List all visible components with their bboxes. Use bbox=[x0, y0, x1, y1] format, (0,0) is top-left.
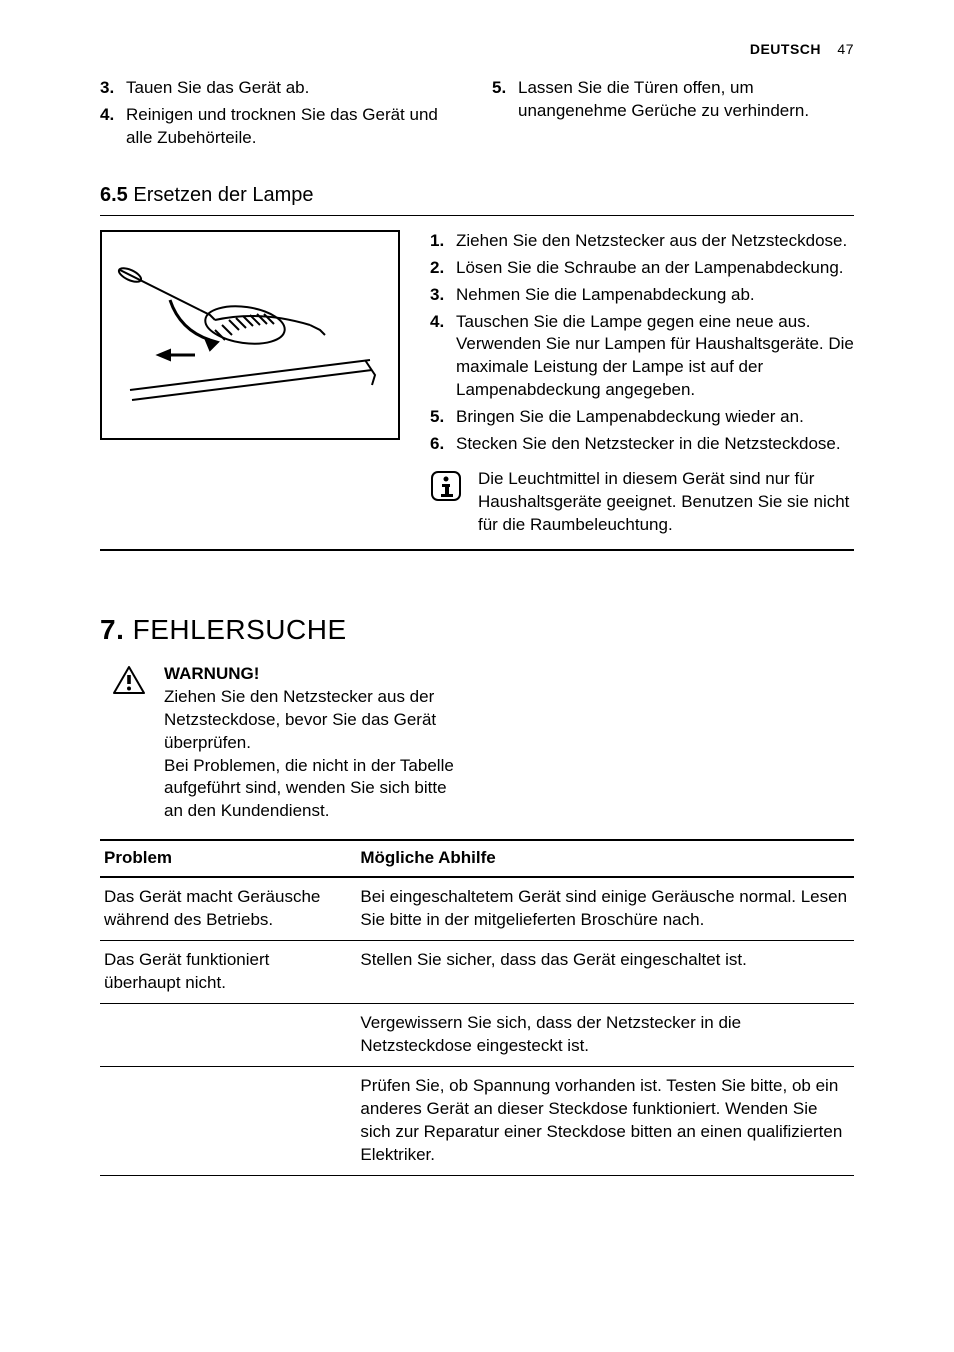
list-item-text: Tauen Sie das Gerät ab. bbox=[126, 77, 462, 100]
lamp-section: 1.Ziehen Sie den Netzstecker aus der Net… bbox=[100, 230, 854, 537]
subsection-number: 6.5 bbox=[100, 184, 128, 206]
info-icon bbox=[430, 470, 462, 502]
troubleshoot-table: Problem Mögliche Abhilfe Das Gerät macht… bbox=[100, 839, 854, 1175]
top-steps-columns: 3.Tauen Sie das Gerät ab.4.Reinigen und … bbox=[100, 77, 854, 154]
list-item-number: 4. bbox=[100, 104, 126, 150]
header-language: DEUTSCH bbox=[750, 41, 821, 57]
list-item: 3.Nehmen Sie die Lampenabdeckung ab. bbox=[430, 284, 854, 307]
list-item-number: 5. bbox=[430, 406, 456, 429]
lamp-illustration bbox=[100, 230, 400, 440]
list-item-number: 5. bbox=[492, 77, 518, 123]
list-item: 5.Lassen Sie die Türen offen, um unangen… bbox=[492, 77, 854, 123]
chapter-number: 7. bbox=[100, 614, 124, 645]
table-cell bbox=[100, 1004, 356, 1067]
table-header-problem: Problem bbox=[100, 840, 356, 877]
chapter-title: FEHLERSUCHE bbox=[133, 614, 347, 645]
table-cell: Bei eingeschaltetem Gerät sind einige Ge… bbox=[356, 877, 854, 940]
info-note-box: Die Leuchtmittel in diesem Gerät sind nu… bbox=[430, 468, 854, 537]
warning-title: WARNUNG! bbox=[164, 663, 464, 686]
list-item-text: Nehmen Sie die Lampenabdeckung ab. bbox=[456, 284, 854, 307]
list-item-text: Stecken Sie den Netzstecker in die Netzs… bbox=[456, 433, 854, 456]
list-item-text: Ziehen Sie den Netzstecker aus der Netzs… bbox=[456, 230, 854, 253]
list-item: 5.Bringen Sie die Lampenabdeckung wieder… bbox=[430, 406, 854, 429]
list-item-number: 4. bbox=[430, 311, 456, 403]
table-row: Das Gerät funktioniert überhaupt nicht.S… bbox=[100, 941, 854, 1004]
table-cell: Prüfen Sie, ob Spannung vorhanden ist. T… bbox=[356, 1066, 854, 1175]
list-item-text: Bringen Sie die Lampenabdeckung wieder a… bbox=[456, 406, 854, 429]
list-item: 3.Tauen Sie das Gerät ab. bbox=[100, 77, 462, 100]
table-header-solution: Mögliche Abhilfe bbox=[356, 840, 854, 877]
list-item-number: 3. bbox=[100, 77, 126, 100]
divider bbox=[100, 549, 854, 551]
info-note-text: Die Leuchtmittel in diesem Gerät sind nu… bbox=[478, 468, 854, 537]
list-item-number: 1. bbox=[430, 230, 456, 253]
chapter-7-heading: 7. FEHLERSUCHE bbox=[100, 611, 854, 649]
list-item: 4.Tauschen Sie die Lampe gegen eine neue… bbox=[430, 311, 854, 403]
lamp-steps-list: 1.Ziehen Sie den Netzstecker aus der Net… bbox=[430, 230, 854, 456]
page-header: DEUTSCH 47 bbox=[100, 40, 854, 59]
list-item: 1.Ziehen Sie den Netzstecker aus der Net… bbox=[430, 230, 854, 253]
list-item: 6.Stecken Sie den Netzstecker in die Net… bbox=[430, 433, 854, 456]
table-row: Prüfen Sie, ob Spannung vorhanden ist. T… bbox=[100, 1066, 854, 1175]
table-cell: Das Gerät funktioniert überhaupt nicht. bbox=[100, 941, 356, 1004]
list-item: 4.Reinigen und trocknen Sie das Gerät un… bbox=[100, 104, 462, 150]
top-list-left: 3.Tauen Sie das Gerät ab.4.Reinigen und … bbox=[100, 77, 462, 150]
header-page-number: 47 bbox=[837, 41, 854, 57]
list-item-number: 3. bbox=[430, 284, 456, 307]
warning-body-1: Ziehen Sie den Netzstecker aus der Netzs… bbox=[164, 686, 464, 755]
table-cell bbox=[100, 1066, 356, 1175]
warning-body-2: Bei Problemen, die nicht in der Tabelle … bbox=[164, 755, 464, 824]
table-body: Das Gerät macht Geräusche während des Be… bbox=[100, 877, 854, 1175]
table-row: Vergewissern Sie sich, dass der Netzstec… bbox=[100, 1004, 854, 1067]
list-item: 2.Lösen Sie die Schraube an der Lampenab… bbox=[430, 257, 854, 280]
warning-text: WARNUNG! Ziehen Sie den Netzstecker aus … bbox=[164, 663, 464, 824]
divider bbox=[100, 215, 854, 216]
subsection-6-5-heading: 6.5 Ersetzen der Lampe bbox=[100, 182, 854, 209]
subsection-title: Ersetzen der Lampe bbox=[133, 184, 313, 206]
list-item-text: Lösen Sie die Schraube an der Lampenabde… bbox=[456, 257, 854, 280]
table-row: Das Gerät macht Geräusche während des Be… bbox=[100, 877, 854, 940]
warning-icon bbox=[112, 665, 146, 695]
list-item-text: Lassen Sie die Türen offen, um unangeneh… bbox=[518, 77, 854, 123]
list-item-number: 6. bbox=[430, 433, 456, 456]
table-cell: Vergewissern Sie sich, dass der Netzstec… bbox=[356, 1004, 854, 1067]
list-item-text: Tauschen Sie die Lampe gegen eine neue a… bbox=[456, 311, 854, 403]
list-item-text: Reinigen und trocknen Sie das Gerät und … bbox=[126, 104, 462, 150]
warning-box: WARNUNG! Ziehen Sie den Netzstecker aus … bbox=[100, 663, 854, 824]
table-cell: Stellen Sie sicher, dass das Gerät einge… bbox=[356, 941, 854, 1004]
table-cell: Das Gerät macht Geräusche während des Be… bbox=[100, 877, 356, 940]
list-item-number: 2. bbox=[430, 257, 456, 280]
top-list-right: 5.Lassen Sie die Türen offen, um unangen… bbox=[492, 77, 854, 123]
